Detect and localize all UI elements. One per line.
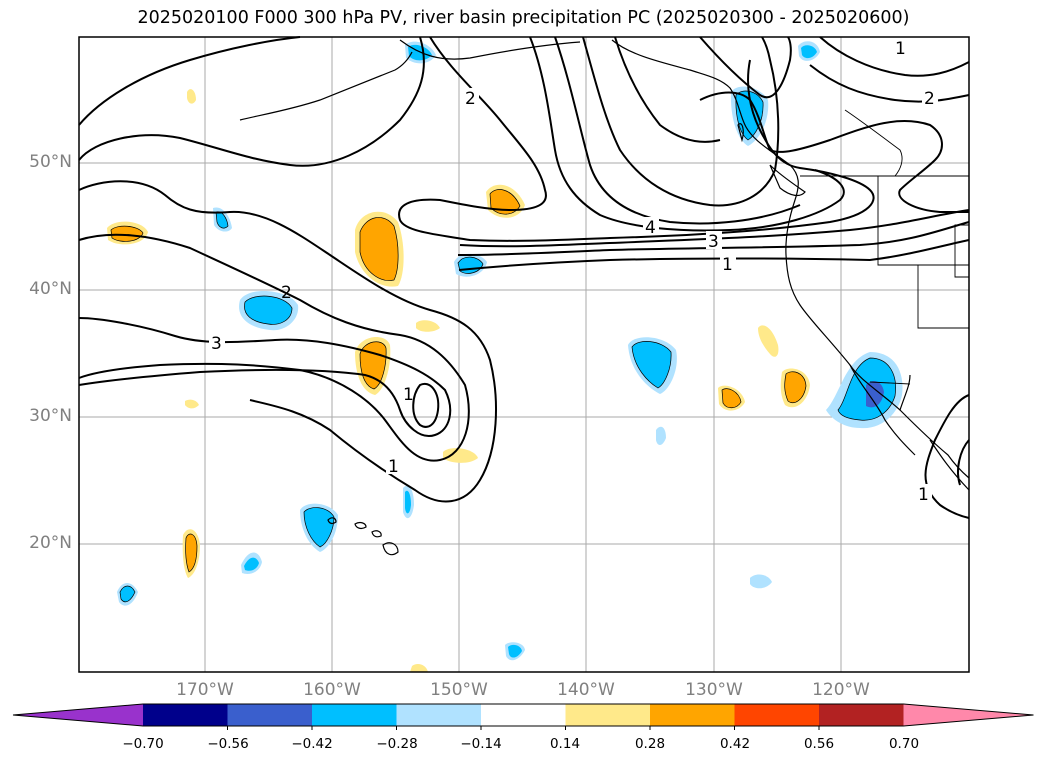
colorbar-extend-low <box>13 704 143 726</box>
contour-2-middle <box>78 233 470 462</box>
colorbar-segment <box>227 704 313 726</box>
neg-area <box>656 426 666 445</box>
colorbar-extend-high <box>903 704 1034 726</box>
colorbar-tick: 0.14 <box>549 736 581 752</box>
colorbar-tick: 0.42 <box>719 736 751 752</box>
pos-area <box>784 371 806 403</box>
pos-area <box>360 217 399 281</box>
map-frame <box>78 36 970 673</box>
lon-label-140w: 140°W <box>557 680 615 700</box>
precip-fill-areas <box>107 41 903 672</box>
neg-area <box>801 45 817 59</box>
pos-area <box>111 226 143 242</box>
contour-1-east <box>398 36 875 242</box>
colorbar-tick: 0.28 <box>634 736 666 752</box>
contour-label: 3 <box>708 232 719 252</box>
contour-label: 1 <box>895 39 906 59</box>
colorbar-tick: −0.56 <box>207 736 249 752</box>
map-title: 2025020100 F000 300 hPa PV, river basin … <box>137 8 910 28</box>
neg-area <box>508 644 522 658</box>
lat-label-30n: 30°N <box>29 406 72 426</box>
contour-labels: 2 1 2 4 3 1 3 2 1 1 1 <box>209 38 938 505</box>
neg-area <box>866 380 884 408</box>
colorbar-tick: −0.14 <box>460 736 502 752</box>
pos-area <box>185 399 199 409</box>
pos-area <box>416 320 440 332</box>
contour-label: 2 <box>924 89 935 109</box>
contour-label: 3 <box>211 334 222 354</box>
lat-label-50n: 50°N <box>29 152 72 172</box>
pv-contours <box>78 36 970 519</box>
colorbar-segment <box>396 704 482 726</box>
colorbar-segment <box>481 704 566 726</box>
lon-label-150w: 150°W <box>430 680 488 700</box>
colorbar-segment <box>734 704 820 726</box>
pos-area <box>758 325 779 357</box>
contour-label: 1 <box>388 457 399 477</box>
colorbar-segment <box>312 704 397 726</box>
pos-area <box>443 448 478 463</box>
lat-label-40n: 40°N <box>29 279 72 299</box>
colorbar-tick: −0.70 <box>122 736 164 752</box>
colorbar-outline <box>12 703 1034 727</box>
pos-area <box>187 89 196 104</box>
colorbar-tick: 0.56 <box>803 736 835 752</box>
colorbar-segment <box>143 704 228 726</box>
contour-label: 2 <box>281 283 292 303</box>
neg-area <box>304 507 334 547</box>
colorbar-segment <box>650 704 735 726</box>
colorbar-tick: −0.42 <box>291 736 333 752</box>
neg-area <box>216 211 228 229</box>
neg-area <box>244 557 259 571</box>
contour-4 <box>412 382 440 428</box>
contour-label: 4 <box>645 218 656 238</box>
map-background <box>79 37 969 672</box>
colorbar-segment <box>565 704 651 726</box>
colorbar <box>12 703 1034 730</box>
pos-area <box>185 534 197 572</box>
contour-2-west <box>78 36 425 167</box>
lon-label-170w: 170°W <box>176 680 234 700</box>
lon-label-160w: 160°W <box>303 680 361 700</box>
neg-area <box>750 574 772 589</box>
precip-outlines <box>110 90 896 603</box>
lon-label-120w: 120°W <box>812 680 870 700</box>
pos-area <box>410 664 428 672</box>
pos-area <box>490 189 520 215</box>
contour-label: 1 <box>403 385 414 405</box>
neg-area <box>405 490 411 514</box>
neg-area <box>632 341 672 388</box>
colorbar-segment <box>819 704 904 726</box>
neg-area <box>244 296 292 325</box>
colorbar-tick: 0.70 <box>888 736 920 752</box>
contour-label: 1 <box>722 255 733 275</box>
contour-label: 1 <box>918 485 929 505</box>
lon-label-130w: 130°W <box>685 680 743 700</box>
colorbar-tick: −0.28 <box>376 736 418 752</box>
contour-label: 2 <box>465 89 476 109</box>
contour-1-outer <box>78 180 497 503</box>
lat-label-20n: 20°N <box>29 533 72 553</box>
pos-area <box>360 341 387 389</box>
